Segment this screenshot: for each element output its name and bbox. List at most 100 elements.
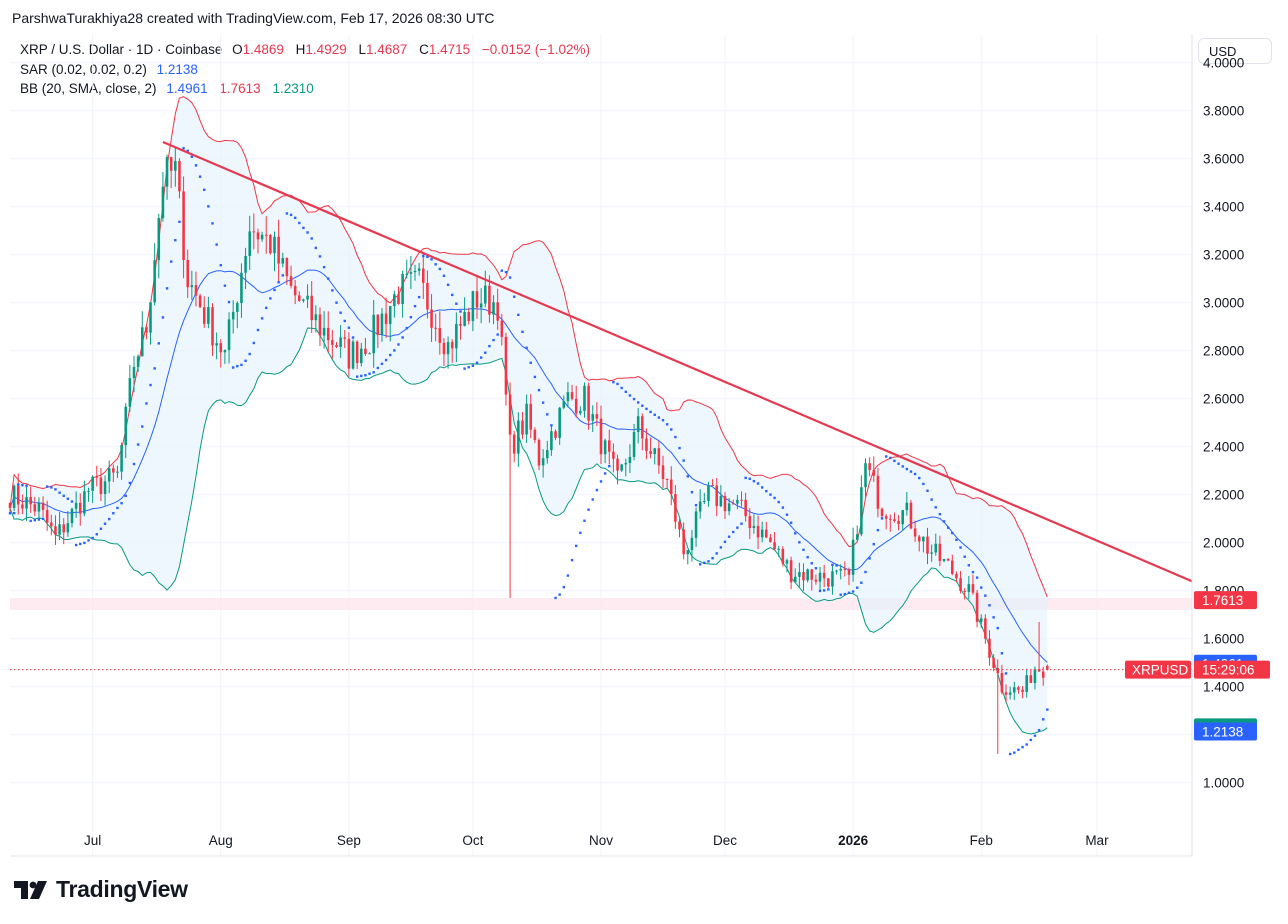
legend-open-label: O <box>232 42 243 57</box>
candle-body <box>496 302 499 321</box>
sar-dot <box>66 497 70 500</box>
candle-body <box>616 458 619 471</box>
sar-dot <box>541 401 545 404</box>
sar-dot <box>570 558 574 562</box>
candle-body <box>802 572 805 581</box>
legend-symbol-row[interactable]: XRP / U.S. Dollar · 1D · Coinbase O1.486… <box>20 40 590 60</box>
candle-body <box>1041 671 1045 678</box>
candle-body <box>368 353 371 355</box>
candle-body <box>827 578 830 587</box>
legend-open-value: 1.4869 <box>242 42 284 57</box>
symbol-tag-bg <box>1125 660 1191 679</box>
sar-dot <box>252 341 256 345</box>
candle-body <box>963 590 966 592</box>
sar-dot <box>248 352 251 356</box>
tradingview-logo[interactable]: TradingView <box>14 876 188 903</box>
candle-body <box>260 234 264 240</box>
sar-dot <box>488 344 491 348</box>
legend-bb-row[interactable]: BB (20, SMA, close, 2) 1.4961 1.7613 1.2… <box>20 79 590 99</box>
sar-dot <box>810 562 813 565</box>
sar-dot <box>918 476 921 480</box>
tradingview-logo-text: TradingView <box>56 876 188 902</box>
candle-body <box>822 572 826 579</box>
sar-dot <box>674 435 677 439</box>
candle-body <box>723 496 727 512</box>
x-tick-label: Dec <box>713 833 737 848</box>
sar-dot <box>632 397 636 401</box>
candle-body <box>669 479 673 495</box>
candle-body <box>591 414 595 421</box>
candle-body <box>641 416 644 439</box>
sar-dot <box>79 542 82 546</box>
sar-dot <box>463 367 466 370</box>
y-tick-label: 1.6000 <box>1203 631 1244 646</box>
sar-dot <box>74 543 78 547</box>
sar-dot <box>459 310 462 313</box>
candle-body <box>810 569 814 580</box>
candle-body <box>632 431 636 457</box>
sar-dot <box>434 263 437 266</box>
sar-dot <box>579 531 582 534</box>
sar-dot <box>508 276 512 279</box>
sar-dot <box>322 265 326 269</box>
sar-dot <box>37 518 41 521</box>
candle-body <box>219 343 223 353</box>
y-tick-label: 3.6000 <box>1203 151 1244 166</box>
sar-dot <box>471 364 475 367</box>
candle-body <box>1037 669 1041 672</box>
sar-dot <box>426 255 429 259</box>
candle-body <box>298 295 301 301</box>
sar-dot <box>707 560 710 563</box>
candle-body <box>112 468 115 473</box>
sar-dot <box>504 270 508 274</box>
candle-body <box>488 285 491 315</box>
sar-dot <box>50 486 53 489</box>
sar-dot <box>479 356 483 359</box>
bb-upper-line <box>9 96 1048 598</box>
candle-body <box>157 218 161 261</box>
candle-body <box>471 291 475 322</box>
sar-tag-bg <box>1194 722 1257 741</box>
sar-dot <box>442 274 446 278</box>
legend-sar-row[interactable]: SAR (0.02, 0.02, 0.2) 1.2138 <box>20 60 590 80</box>
candle-body <box>843 568 847 570</box>
candle-body <box>116 471 119 473</box>
candle-body <box>450 342 454 349</box>
sar-dot <box>231 366 235 369</box>
sar-dot <box>273 288 276 292</box>
sar-dot <box>112 512 115 515</box>
candle-body <box>558 407 561 438</box>
candle-body <box>665 478 669 480</box>
sar-dot <box>562 585 566 589</box>
candle-body <box>736 499 739 504</box>
candle-body <box>521 420 524 435</box>
sar-dot <box>186 149 189 153</box>
candle-body <box>331 340 334 345</box>
candle-body <box>124 406 128 446</box>
sar-dot <box>372 371 375 374</box>
sar-dot <box>785 513 789 516</box>
sar-dot <box>975 576 979 579</box>
candle-body <box>492 302 495 315</box>
time-axis: Jul Aug Sep Oct Nov Dec 2026 Feb Mar <box>10 833 1192 857</box>
sar-dot <box>376 366 380 370</box>
candle-body <box>893 519 896 522</box>
sar-dot <box>533 375 537 379</box>
sar-dot <box>971 570 975 574</box>
candle-body <box>393 294 396 307</box>
currency-button[interactable]: USD <box>1198 38 1272 64</box>
sar-dot <box>876 528 880 532</box>
candle-body <box>463 311 466 326</box>
sar-dot <box>298 221 301 225</box>
candle-body <box>178 161 181 192</box>
candle-body <box>78 502 82 514</box>
candle-body <box>574 398 578 414</box>
candle-body <box>231 311 235 320</box>
candle-body <box>128 378 132 407</box>
candle-body <box>806 569 809 581</box>
candle-body <box>715 485 719 507</box>
sar-dot <box>748 477 751 480</box>
sar-dot <box>500 269 504 272</box>
candle-body <box>21 504 24 509</box>
